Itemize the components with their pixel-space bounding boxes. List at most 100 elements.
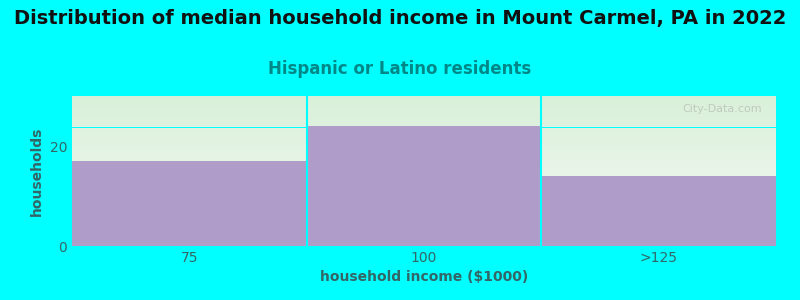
Bar (72, 115, 776, 116)
Bar (72, 217, 776, 218)
Bar (72, 244, 776, 245)
Bar (72, 187, 776, 188)
Bar (72, 185, 776, 186)
Bar (72, 172, 776, 173)
Bar (72, 106, 776, 107)
Bar (72, 242, 776, 243)
Bar (72, 119, 776, 120)
Bar (72, 135, 776, 136)
Bar (72, 174, 776, 175)
Bar (72, 107, 776, 108)
Bar (72, 198, 776, 199)
Bar (72, 235, 776, 236)
Bar (72, 167, 776, 168)
Bar (72, 132, 776, 133)
Bar (72, 229, 776, 230)
Bar (72, 146, 776, 147)
Bar (72, 113, 776, 114)
Bar (72, 140, 776, 141)
Bar (72, 234, 776, 235)
Bar (72, 108, 776, 109)
Bar (72, 171, 776, 172)
Bar (72, 153, 776, 154)
Bar (72, 118, 776, 119)
Bar (72, 227, 776, 228)
Bar (72, 197, 776, 198)
Bar (72, 204, 776, 205)
Bar (72, 145, 776, 146)
Bar (72, 138, 776, 139)
Text: Hispanic or Latino residents: Hispanic or Latino residents (268, 60, 532, 78)
Bar (72, 241, 776, 242)
Bar (72, 131, 776, 132)
Bar (72, 155, 776, 156)
Bar (72, 208, 776, 209)
Bar (72, 122, 776, 123)
Bar (72, 120, 776, 121)
Bar (72, 233, 776, 234)
Bar (72, 152, 776, 153)
Bar (72, 177, 776, 178)
Bar (72, 239, 776, 240)
Bar (72, 221, 776, 222)
Bar (72, 238, 776, 239)
Bar (72, 228, 776, 229)
Bar (72, 105, 776, 106)
Bar (72, 188, 776, 189)
Bar (72, 137, 776, 138)
Bar (72, 160, 776, 161)
Bar (72, 136, 776, 137)
Bar (72, 231, 776, 232)
Bar (72, 161, 306, 246)
Bar (72, 156, 776, 157)
Bar (72, 109, 776, 110)
Bar (72, 210, 776, 211)
Bar (72, 127, 776, 128)
Bar (72, 150, 776, 151)
Bar (72, 206, 776, 207)
Bar (72, 148, 776, 149)
Bar (72, 134, 776, 135)
Bar (72, 123, 776, 124)
Bar (72, 232, 776, 233)
Bar (72, 159, 776, 160)
Bar (72, 213, 776, 214)
Bar (72, 166, 776, 167)
Bar (72, 151, 776, 152)
Bar (72, 139, 776, 140)
Bar (72, 121, 776, 122)
Bar (72, 158, 776, 159)
Bar (72, 238, 776, 239)
Bar (72, 202, 776, 203)
Bar (72, 186, 776, 187)
Bar (72, 161, 776, 162)
Bar (72, 98, 776, 99)
Bar (72, 143, 776, 144)
Bar (72, 180, 776, 181)
Bar (72, 203, 776, 204)
Bar (72, 117, 776, 118)
Bar (72, 97, 776, 98)
Bar (72, 230, 776, 231)
Bar (72, 219, 776, 220)
Bar (72, 173, 776, 174)
Bar (72, 214, 776, 215)
Bar (72, 184, 776, 185)
Bar (72, 243, 776, 244)
Bar (72, 96, 776, 97)
Bar (72, 195, 776, 196)
Bar (72, 190, 776, 191)
Bar (72, 162, 776, 163)
Bar (72, 205, 776, 206)
Bar (72, 236, 776, 237)
Bar (72, 237, 776, 238)
Bar (72, 225, 776, 226)
Bar (72, 129, 776, 130)
Bar (72, 165, 776, 166)
Y-axis label: households: households (30, 126, 44, 216)
Bar (72, 104, 776, 105)
Bar (72, 215, 776, 216)
Bar (72, 169, 776, 170)
Bar (72, 114, 776, 115)
Bar (72, 149, 776, 150)
